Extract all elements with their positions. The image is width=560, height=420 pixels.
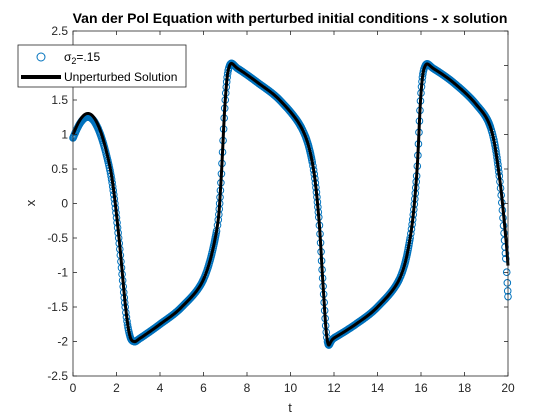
legend: σ2=.15 Unperturbed Solution xyxy=(17,44,187,88)
x-tick-label: 4 xyxy=(157,381,164,395)
y-tick-label: 2.5 xyxy=(51,24,68,38)
x-tick-label: 0 xyxy=(70,381,77,395)
x-tick-label: 10 xyxy=(284,381,298,395)
legend-sigma-subscript: 2 xyxy=(71,56,76,66)
y-axis: -2.5 -2 -1.5 -1 -0.5 0 0.5 1 1.5 2 2.5 xyxy=(47,24,508,383)
legend-marker-perturbed xyxy=(36,52,46,62)
x-tick-label: 6 xyxy=(200,381,207,395)
y-tick-label: -2 xyxy=(57,335,68,349)
x-tick-label: 18 xyxy=(458,381,472,395)
legend-sigma-value: =.15 xyxy=(76,50,100,64)
plot-background xyxy=(73,31,508,376)
y-tick-label: -1 xyxy=(57,266,68,280)
x-tick-label: 8 xyxy=(244,381,251,395)
y-tick-label: -1.5 xyxy=(47,300,68,314)
x-tick-label: 20 xyxy=(501,381,515,395)
chart-title: Van der Pol Equation with perturbed init… xyxy=(73,10,508,26)
y-tick-label: 0.5 xyxy=(51,162,68,176)
y-tick-label: -2.5 xyxy=(47,369,68,383)
y-tick-label: -0.5 xyxy=(47,231,68,245)
data-layer xyxy=(69,59,512,349)
y-tick-label: 0 xyxy=(61,197,68,211)
x-axis: 0 2 4 6 8 10 12 14 16 18 20 xyxy=(70,31,515,395)
y-tick-label: 1 xyxy=(61,128,68,142)
x-axis-label: t xyxy=(288,400,292,415)
x-tick-label: 2 xyxy=(113,381,120,395)
series-perturbed xyxy=(69,59,512,349)
legend-sigma: σ xyxy=(64,50,72,64)
legend-label-perturbed: σ2=.15 xyxy=(64,50,100,66)
legend-label-unperturbed: Unperturbed Solution xyxy=(64,70,177,84)
x-tick-label: 16 xyxy=(414,381,428,395)
data-point-perturbed xyxy=(503,279,512,287)
x-tick-label: 14 xyxy=(371,381,385,395)
y-tick-label: 1.5 xyxy=(51,93,68,107)
legend-box xyxy=(17,44,187,88)
y-axis-label: x xyxy=(23,199,38,206)
x-tick-label: 12 xyxy=(327,381,341,395)
series-line-unperturbed xyxy=(71,61,510,347)
data-point-perturbed xyxy=(502,268,511,277)
